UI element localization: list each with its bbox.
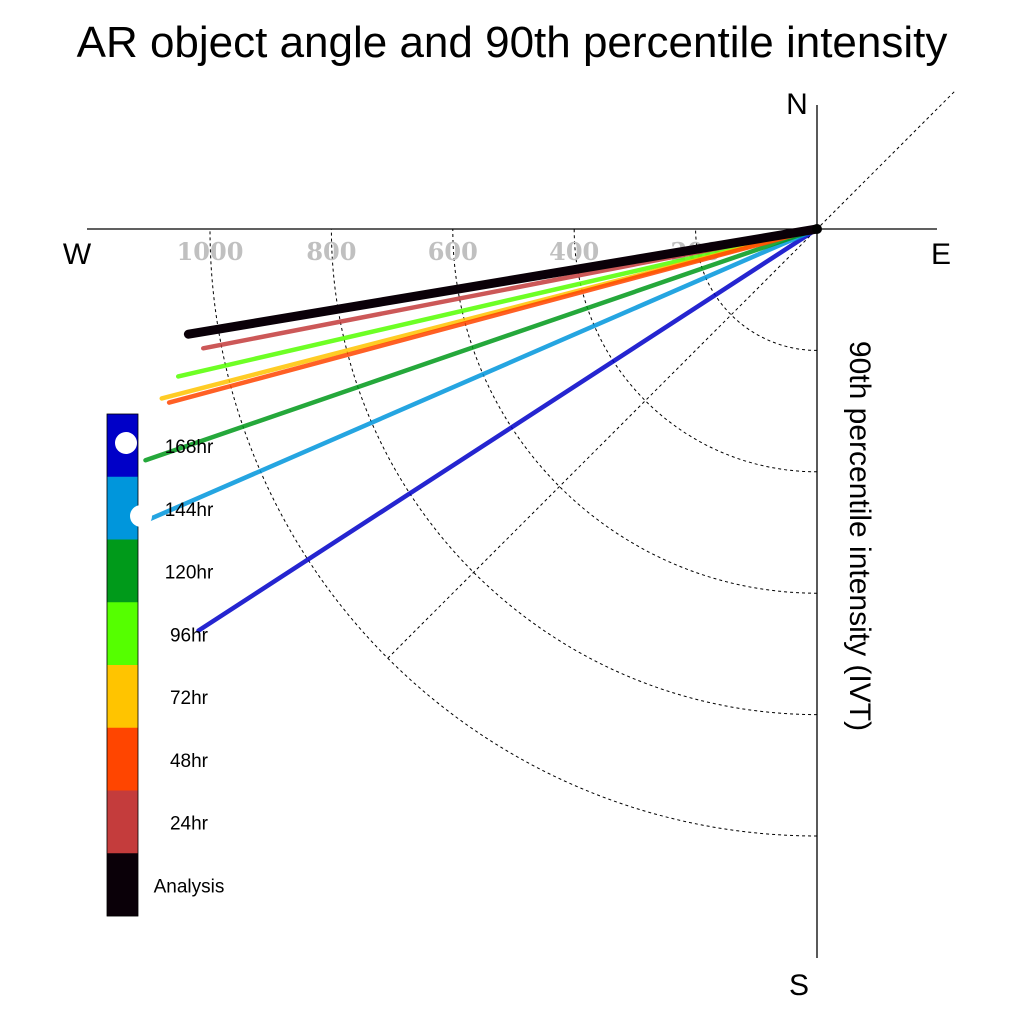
legend-swatch [107,602,138,666]
legend-swatch [107,853,138,917]
series-vector [183,224,822,339]
legend-label: 24hr [170,814,209,835]
compass-north-label: N [786,88,808,121]
legend-label: 144hr [165,500,214,521]
legend-swatch [107,665,138,728]
tick-label: 1000 [177,237,244,266]
legend-swatch [107,539,138,603]
series-vector [196,226,820,633]
legend-label: 72hr [170,688,209,709]
compass-south-label: S [789,969,809,1002]
origin-dot [812,224,822,234]
legend-label: 120hr [165,563,214,584]
legend-swatch [107,727,138,791]
legend-label: 48hr [170,751,209,772]
legend-swatch [107,790,138,854]
legend-border [106,413,139,917]
legend-swatch [107,476,138,540]
legend-label: 96hr [170,625,209,646]
chart-title: AR object angle and 90th percentile inte… [77,18,948,67]
series-vector [175,226,820,379]
series-vector [141,226,820,525]
legend-marker [115,432,137,454]
legend-label: 168hr [165,437,214,458]
range-ring [330,228,818,716]
tick-label: 600 [428,237,478,266]
compass-east-label: E [931,238,951,271]
y-axis-label: 90th percentile intensity (IVT) [843,341,876,731]
tick-label: 800 [306,237,356,266]
series-vector [143,226,820,463]
compass-west-label: W [63,238,92,271]
legend-marker [130,505,152,527]
series-vector [166,226,820,405]
legend-label: Analysis [154,876,225,897]
diagonal-grid-line [387,91,955,659]
tick-label: 400 [549,237,599,266]
